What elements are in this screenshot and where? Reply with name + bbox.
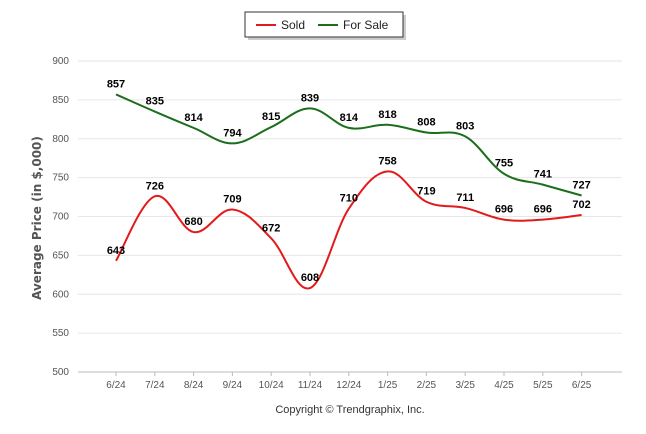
data-label-sold: 672 [262, 222, 280, 234]
data-label-for-sale: 835 [146, 96, 164, 108]
x-axis-ticks: 6/24 7/24 8/24 9/24 10/24 11/24 12/24 1/25 2/25 3… [106, 372, 592, 391]
grid-lines [78, 60, 622, 373]
y-tick-label: 850 [52, 95, 69, 106]
y-tick-label: 800 [52, 134, 69, 145]
y-tick-label: 600 [52, 289, 69, 300]
x-tick-label: 6/24 [106, 380, 126, 391]
x-tick-label: 11/24 [298, 380, 323, 391]
x-tick-label: 9/24 [223, 380, 243, 391]
copyright-footer: Copyright © Trendgraphix, Inc. [275, 404, 424, 416]
x-tick-label: 3/25 [455, 380, 475, 391]
series-lines [115, 93, 582, 290]
data-labels: 643 726 680 709 672 608 710 758 719 711 696 696 702 8… [107, 78, 591, 284]
y-tick-label: 900 [52, 56, 69, 67]
data-label-sold: 696 [534, 204, 552, 216]
data-label-for-sale: 857 [107, 78, 125, 90]
x-tick-label: 6/25 [572, 380, 592, 391]
data-label-for-sale: 755 [495, 158, 513, 170]
data-label-for-sale: 839 [301, 92, 319, 104]
data-label-for-sale: 794 [223, 127, 242, 139]
y-tick-label: 500 [52, 367, 69, 378]
x-tick-label: 1/25 [378, 380, 398, 391]
y-tick-label: 750 [52, 173, 69, 184]
data-label-sold: 711 [456, 192, 474, 204]
data-label-sold: 758 [378, 155, 396, 167]
x-tick-label: 4/25 [494, 380, 514, 391]
x-tick-label: 5/25 [533, 380, 553, 391]
data-label-for-sale: 814 [340, 112, 359, 124]
data-label-sold: 696 [495, 204, 513, 216]
data-label-sold: 719 [417, 186, 435, 198]
data-label-sold: 710 [340, 193, 358, 205]
x-tick-label: 10/24 [259, 380, 284, 391]
data-label-for-sale: 818 [378, 109, 396, 121]
y-tick-label: 650 [52, 250, 69, 261]
data-label-for-sale: 815 [262, 111, 280, 123]
y-axis-ticks: 500 550 600 650 700 750 800 850 900 [52, 56, 69, 378]
data-label-for-sale: 814 [184, 112, 203, 124]
data-label-sold: 702 [572, 199, 590, 211]
data-label-for-sale: 727 [572, 180, 590, 192]
x-tick-label: 8/24 [184, 380, 204, 391]
data-label-for-sale: 803 [456, 120, 474, 132]
legend-label-sold: Sold [281, 18, 305, 32]
legend-label-for-sale: For Sale [343, 18, 389, 32]
data-label-sold: 709 [223, 194, 241, 206]
data-label-sold: 643 [107, 245, 125, 257]
series-line-for-sale [115, 93, 582, 197]
legend: Sold For Sale [244, 11, 406, 40]
series-line-sold [115, 170, 582, 290]
data-label-for-sale: 808 [417, 117, 435, 129]
data-label-for-sale: 741 [534, 169, 552, 181]
data-label-sold: 726 [146, 180, 164, 192]
x-tick-label: 2/25 [417, 380, 437, 391]
x-tick-label: 7/24 [145, 380, 165, 391]
data-label-sold: 680 [184, 216, 202, 228]
x-tick-label: 12/24 [336, 380, 361, 391]
y-axis-title: Average Price (in $,000) [30, 136, 44, 300]
data-label-sold: 608 [301, 272, 319, 284]
y-tick-label: 700 [52, 212, 69, 223]
y-tick-label: 550 [52, 328, 69, 339]
